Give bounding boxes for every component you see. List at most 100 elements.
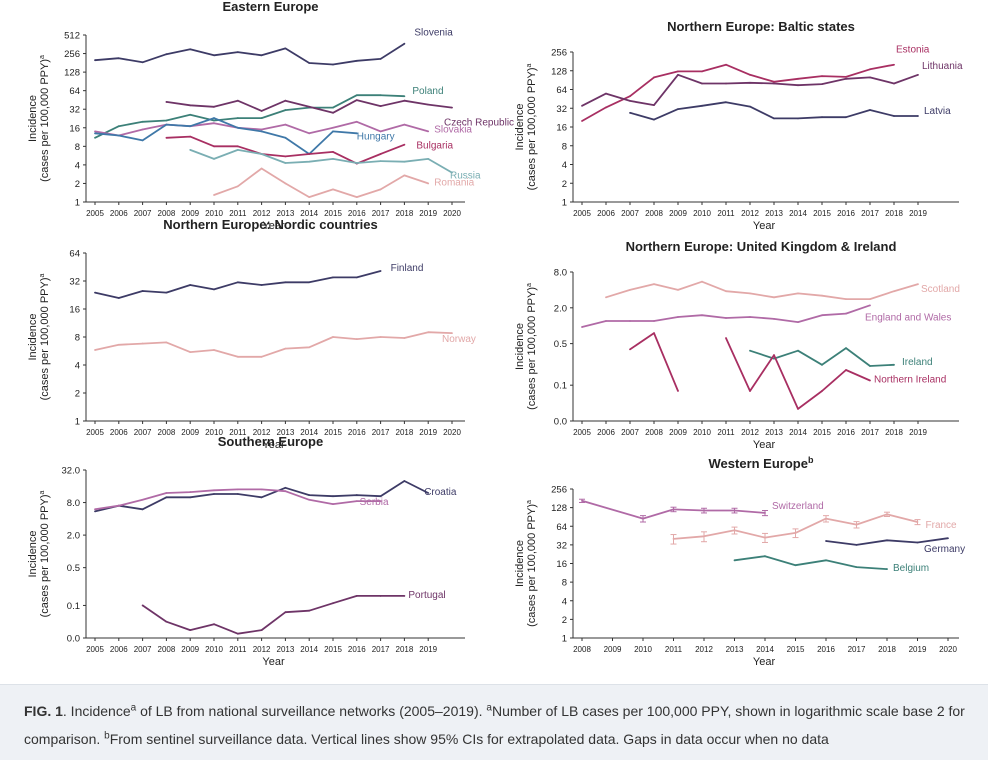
series-scotland-point (677, 289, 679, 291)
y-axis-label-sup: a (526, 500, 533, 504)
series-slovenia-point (379, 57, 382, 60)
series-serbia: Serbia (94, 488, 389, 511)
x-tick-label: 2012 (741, 428, 759, 437)
series-slovakia-point (355, 120, 358, 123)
series-portugal-point (355, 595, 358, 597)
x-tick-label: 2010 (693, 209, 711, 218)
x-tick-label: 2011 (717, 428, 735, 437)
series-northern-ireland-point (869, 379, 871, 382)
series-ireland-point (821, 363, 823, 366)
series-lithuania-point (869, 76, 871, 79)
series-hungary-label: Hungary (357, 131, 395, 142)
series-russia-point (355, 162, 358, 164)
series-portugal-label: Portugal (408, 590, 445, 601)
y-tick-label: 128 (551, 66, 567, 77)
series-france: France (670, 511, 957, 545)
y-tick-label: 4 (562, 596, 567, 607)
series-finland-point (284, 281, 287, 284)
series-poland-point (379, 94, 382, 97)
series-ireland-point (797, 349, 799, 352)
series-finland-point (165, 291, 168, 294)
series-norway-line (94, 331, 453, 358)
x-tick-label: 2017 (861, 428, 879, 437)
series-serbia-point (117, 504, 120, 507)
series-finland-point (260, 284, 263, 286)
series-norway-point (165, 341, 168, 344)
y-tick-label: 0.5 (554, 339, 567, 350)
series-serbia-label: Serbia (360, 497, 389, 508)
series-belgium-point (825, 559, 827, 562)
x-tick-label: 2012 (695, 645, 713, 654)
series-romania-point (403, 174, 406, 177)
x-tick-label: 2011 (717, 209, 735, 218)
series-latvia-point (821, 116, 823, 119)
x-tick-label: 2018 (396, 209, 414, 218)
series-slovakia-point (213, 122, 215, 125)
series-poland-point (403, 95, 406, 98)
series-slovenia-point (213, 54, 215, 57)
x-tick-label: 2008 (158, 209, 176, 218)
series-northern-ireland-point (773, 354, 775, 357)
x-tick-label: 2009 (669, 428, 687, 437)
series-switzerland: Switzerland (579, 498, 824, 523)
series-belgium-point (855, 566, 858, 568)
series-estonia-point (605, 106, 607, 109)
panel-title: Northern Europe: Nordic countries (163, 217, 378, 232)
y-axis-label-line1: Incidence (514, 103, 526, 150)
series-czech-republic-point (284, 99, 287, 102)
y-tick-label: 2 (562, 615, 567, 626)
series-lithuania-point (773, 82, 775, 85)
series-romania-label: Romania (434, 177, 474, 188)
x-tick-label: 2005 (86, 645, 104, 654)
series-croatia-label: Croatia (424, 487, 457, 498)
series-belgium: Belgium (733, 555, 929, 574)
series-hungary-line (94, 117, 357, 155)
x-tick-label: 2019 (909, 645, 927, 654)
x-axis-label: Year (262, 220, 285, 232)
series-poland-point (189, 113, 192, 116)
x-tick-label: 2006 (110, 209, 128, 218)
series-czech-republic-point (236, 99, 239, 102)
y-tick-label: 2 (75, 179, 80, 190)
x-tick-label: 2016 (348, 645, 366, 654)
series-latvia-label: Latvia (924, 106, 951, 117)
y-axis-label-sup: a (526, 64, 533, 68)
series-northern-ireland-point (725, 337, 727, 339)
series-portugal-point (308, 609, 311, 612)
series-scotland-point (821, 294, 823, 297)
x-tick-label: 2015 (324, 645, 342, 654)
series-norway: Norway (94, 331, 476, 358)
x-tick-label: 2016 (837, 209, 855, 218)
y-tick-label: 128 (64, 68, 80, 79)
series-russia-point (403, 160, 406, 163)
series-czech-republic-point (427, 103, 430, 106)
x-tick-label: 2016 (817, 645, 835, 654)
x-tick-label: 2015 (813, 428, 831, 437)
series-england-and-wales-point (725, 317, 727, 319)
series-romania-point (284, 182, 287, 185)
x-tick-label: 2018 (396, 428, 414, 437)
series-portugal-point (213, 623, 215, 626)
caption-part-2: of LB from national surveillance network… (136, 703, 487, 719)
series-scotland-point (653, 283, 655, 286)
y-axis-label-sup: a (39, 491, 46, 495)
series-serbia-point (260, 488, 263, 491)
series-poland-point (355, 94, 358, 97)
x-tick-label: 2006 (597, 209, 615, 218)
series-scotland-point (749, 292, 751, 295)
series-croatia-point (427, 492, 430, 494)
series-serbia-point (165, 492, 168, 494)
series-slovenia-point (236, 51, 239, 54)
series-northern-ireland-point (797, 407, 799, 410)
y-tick-label: 1 (75, 198, 80, 209)
x-tick-label: 2012 (253, 428, 271, 437)
x-tick-label: 2018 (396, 645, 414, 654)
series-northern-ireland-point (821, 390, 823, 392)
series-poland-point (165, 119, 168, 122)
series-estonia-point (629, 95, 631, 98)
series-ireland-point (845, 347, 847, 350)
y-tick-label: 4 (75, 160, 80, 171)
series-scotland-point (869, 298, 871, 301)
series-bulgaria-point (403, 143, 406, 146)
x-tick-label: 2015 (324, 428, 342, 437)
